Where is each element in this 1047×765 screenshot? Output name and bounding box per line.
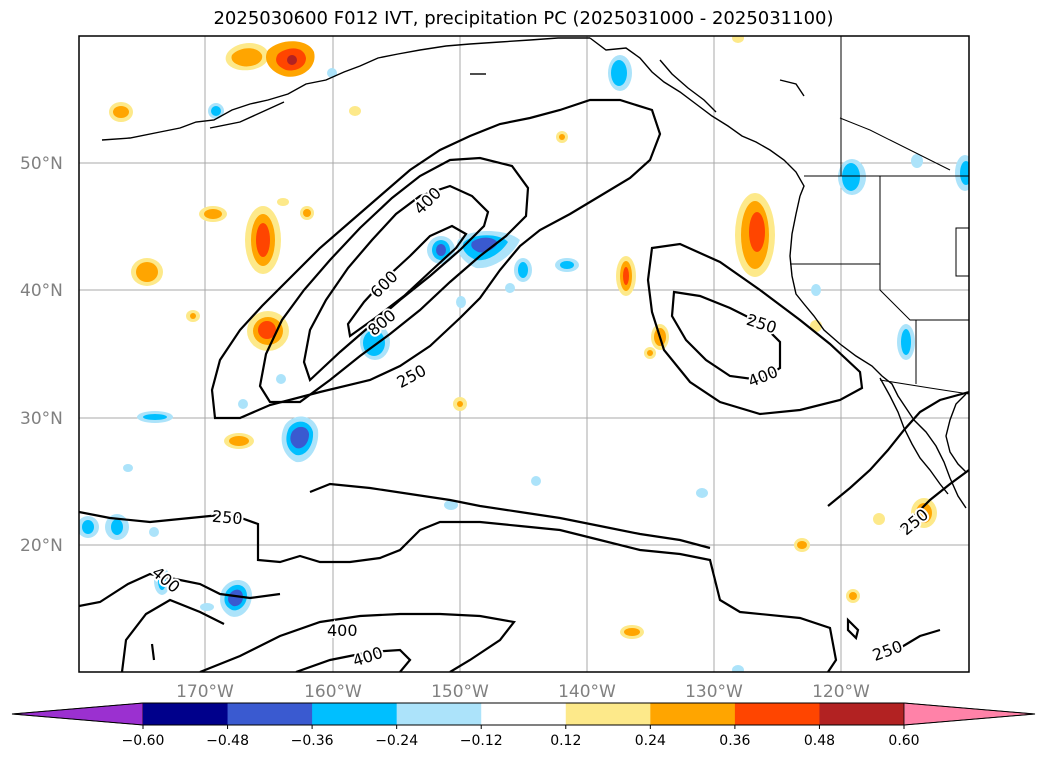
colorbar-tick-label: 0.24: [635, 733, 666, 749]
colorbar-tick-label: −0.24: [375, 733, 418, 749]
colorbar-tick-label: 0.60: [888, 733, 919, 749]
precip-shading: [79, 36, 969, 672]
colorbar-tick-label: −0.60: [122, 733, 165, 749]
colorbar-segment: [396, 703, 482, 725]
colorbar-segment: [650, 703, 736, 725]
lat-label: 40°N: [20, 281, 63, 301]
colorbar-segment: [734, 703, 820, 725]
colorbar-tick-label: 0.12: [550, 733, 581, 749]
colorbar-extend-min: [11, 702, 144, 726]
lat-label: 50°N: [20, 154, 63, 174]
lon-label: 160°W: [304, 682, 362, 702]
lon-label: 130°W: [685, 682, 743, 702]
map-panel: [79, 36, 969, 672]
colorbar-segment: [143, 703, 229, 725]
map-title: 2025030600 F012 IVT, precipitation PC (2…: [213, 8, 834, 29]
colorbar-tick-label: 0.36: [719, 733, 750, 749]
colorbar-segment: [312, 703, 398, 725]
colorbar-tick-label: 0.48: [804, 733, 835, 749]
colorbar-segment: [565, 703, 651, 725]
lat-label: 30°N: [20, 409, 63, 429]
lon-label: 150°W: [431, 682, 489, 702]
contour-label: 250: [211, 507, 243, 529]
colorbar-tick-label: −0.12: [460, 733, 503, 749]
ivt-contours: [79, 98, 969, 672]
colorbar-extend-max: [903, 702, 1036, 726]
longitude-labels: 170°W 160°W 150°W 140°W 130°W 120°W: [176, 682, 870, 702]
lon-label: 140°W: [558, 682, 616, 702]
lon-label: 170°W: [176, 682, 234, 702]
lon-label: 120°W: [812, 682, 870, 702]
colorbar-segment: [227, 703, 313, 725]
contour-label: 400: [327, 621, 358, 640]
latitude-labels: 50°N 40°N 30°N 20°N: [20, 154, 63, 556]
colorbar-tick-label: −0.48: [206, 733, 249, 749]
colorbar-segment: [819, 703, 905, 725]
coastlines: [101, 37, 967, 509]
colorbar: −0.60 −0.48 −0.36 −0.24 −0.12 0.12 0.24 0.36 0.4…: [11, 702, 1036, 749]
borders: [790, 36, 969, 395]
colorbar-tick-label: −0.36: [291, 733, 334, 749]
lat-label: 20°N: [20, 536, 63, 556]
map-border: [78, 35, 970, 673]
colorbar-segment: [481, 703, 567, 725]
